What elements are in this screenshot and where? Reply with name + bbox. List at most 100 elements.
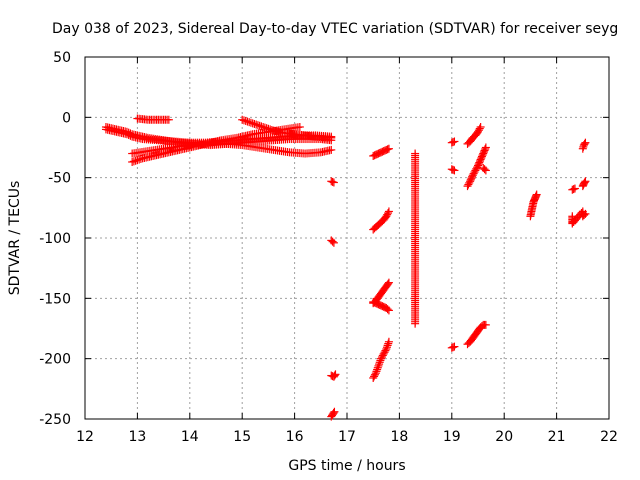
data-point bbox=[164, 115, 173, 124]
data-point bbox=[449, 343, 458, 352]
x-tick-label: 21 bbox=[548, 429, 566, 445]
data-points bbox=[101, 114, 590, 421]
data-point bbox=[246, 118, 255, 127]
data-point bbox=[133, 156, 142, 165]
data-point bbox=[328, 237, 337, 246]
data-point bbox=[580, 178, 589, 187]
data-point bbox=[449, 165, 458, 174]
data-point bbox=[122, 127, 131, 136]
y-tick-label: -50 bbox=[48, 171, 71, 187]
y-tick-label: -250 bbox=[39, 412, 71, 428]
data-point bbox=[331, 370, 340, 379]
y-tick-label: 0 bbox=[62, 110, 71, 126]
data-point bbox=[384, 209, 393, 218]
data-point bbox=[450, 342, 459, 351]
data-point bbox=[131, 156, 140, 165]
data-point bbox=[262, 124, 271, 133]
data-point bbox=[570, 184, 579, 193]
y-tick-label: -150 bbox=[39, 291, 71, 307]
x-tick-label: 15 bbox=[233, 429, 251, 445]
data-point bbox=[267, 126, 276, 135]
data-point bbox=[581, 177, 590, 186]
data-point bbox=[383, 305, 392, 314]
data-point bbox=[243, 117, 252, 126]
data-point bbox=[129, 157, 138, 166]
data-point bbox=[327, 133, 336, 142]
data-point bbox=[264, 124, 273, 133]
data-point bbox=[411, 319, 420, 328]
data-point bbox=[135, 155, 144, 164]
data-point bbox=[569, 185, 578, 194]
data-point bbox=[376, 356, 385, 365]
data-point bbox=[295, 122, 304, 131]
x-tick-label: 12 bbox=[76, 429, 94, 445]
data-point bbox=[266, 125, 275, 134]
data-point bbox=[384, 207, 393, 216]
data-point bbox=[329, 408, 338, 417]
data-point bbox=[255, 121, 264, 130]
data-point bbox=[381, 346, 390, 355]
data-point bbox=[252, 120, 261, 129]
data-point bbox=[370, 370, 379, 379]
data-point bbox=[371, 369, 380, 378]
x-tick-label: 17 bbox=[338, 429, 356, 445]
data-point bbox=[384, 278, 393, 287]
data-point bbox=[328, 177, 337, 186]
y-tick-label: -200 bbox=[39, 352, 71, 368]
data-point bbox=[241, 116, 250, 125]
y-ticks: -250 -200 -150 -100 -50 0 50 bbox=[39, 50, 609, 428]
data-point bbox=[124, 128, 133, 137]
data-point bbox=[475, 124, 484, 133]
data-point bbox=[450, 137, 459, 146]
data-point bbox=[382, 343, 391, 352]
data-point bbox=[239, 116, 248, 125]
x-tick-label: 18 bbox=[390, 429, 408, 445]
data-point bbox=[580, 139, 589, 148]
data-point bbox=[136, 154, 145, 163]
x-tick-label: 16 bbox=[286, 429, 304, 445]
data-point bbox=[330, 371, 339, 380]
x-tick-label: 20 bbox=[495, 429, 513, 445]
data-point bbox=[330, 407, 339, 416]
x-ticks: 12 13 14 15 16 17 18 19 20 21 22 bbox=[76, 57, 618, 445]
data-point bbox=[450, 166, 459, 175]
data-point bbox=[329, 238, 338, 247]
data-point bbox=[128, 157, 137, 166]
data-point bbox=[126, 129, 135, 138]
data-point bbox=[260, 123, 269, 132]
data-point bbox=[248, 119, 257, 128]
data-point bbox=[480, 165, 489, 174]
data-point bbox=[372, 367, 381, 376]
data-point bbox=[449, 138, 458, 147]
data-point bbox=[329, 178, 338, 187]
x-tick-label: 19 bbox=[443, 429, 461, 445]
x-tick-label: 22 bbox=[600, 429, 618, 445]
data-point bbox=[532, 190, 541, 199]
data-point bbox=[384, 339, 393, 348]
data-point bbox=[383, 341, 392, 350]
chart-title: Day 038 of 2023, Sidereal Day-to-day VTE… bbox=[52, 21, 618, 37]
data-point bbox=[373, 365, 382, 374]
data-point bbox=[476, 122, 485, 131]
data-point bbox=[580, 211, 589, 220]
data-point bbox=[259, 122, 268, 131]
data-point bbox=[238, 115, 247, 124]
grid bbox=[85, 57, 609, 419]
data-point bbox=[384, 279, 393, 288]
y-tick-label: 50 bbox=[53, 50, 71, 66]
data-point bbox=[375, 358, 384, 367]
data-point bbox=[383, 145, 392, 154]
data-point bbox=[253, 121, 262, 130]
y-tick-label: -100 bbox=[39, 231, 71, 247]
data-point bbox=[481, 166, 490, 175]
y-axis-label: SDTVAR / TECUs bbox=[7, 181, 23, 296]
data-point bbox=[382, 345, 391, 354]
data-point bbox=[581, 138, 590, 147]
data-point bbox=[257, 122, 266, 131]
data-point bbox=[481, 145, 490, 154]
data-point bbox=[373, 363, 382, 372]
x-tick-label: 14 bbox=[181, 429, 199, 445]
data-point bbox=[384, 337, 393, 346]
x-axis-label: GPS time / hours bbox=[288, 458, 405, 474]
